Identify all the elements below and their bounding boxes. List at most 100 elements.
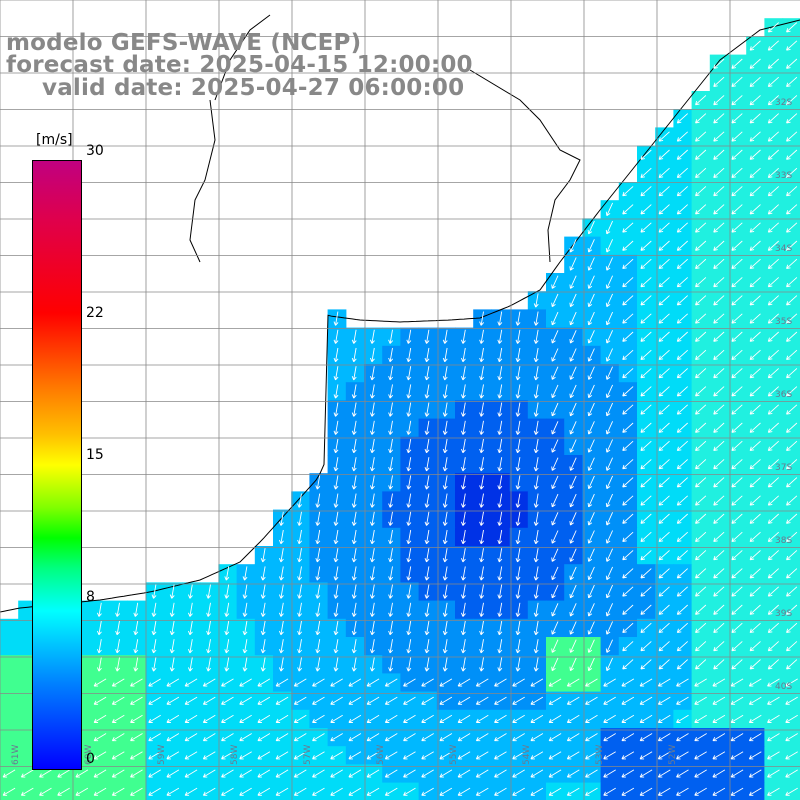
wind-arrow	[312, 714, 325, 723]
wind-arrow	[406, 438, 412, 454]
wind-arrow	[497, 511, 503, 526]
wind-arrow	[640, 513, 652, 524]
wind-arrow	[242, 566, 248, 581]
wind-arrow	[767, 769, 780, 778]
wind-arrow	[785, 696, 798, 705]
wind-arrow	[424, 620, 430, 636]
wind-arrow	[278, 602, 284, 617]
wind-arrow	[275, 678, 289, 687]
wind-arrow	[551, 657, 559, 672]
wind-arrow	[442, 584, 448, 599]
wind-arrow	[622, 186, 634, 197]
wind-arrow	[366, 696, 380, 705]
wind-arrow	[712, 714, 726, 723]
wind-arrow	[475, 696, 489, 705]
wind-arrow	[748, 678, 762, 687]
wind-arrow	[622, 295, 634, 306]
wind-arrow	[749, 95, 761, 106]
wind-arrow	[712, 733, 726, 742]
wind-arrow	[622, 513, 634, 524]
wind-arrow	[731, 131, 743, 142]
wind-arrow	[605, 621, 614, 635]
wind-arrow	[130, 678, 143, 687]
wind-arrow	[587, 530, 595, 544]
wind-arrow	[96, 657, 102, 672]
wind-arrow	[424, 639, 430, 654]
wind-arrow	[369, 529, 375, 545]
wind-arrow	[369, 639, 375, 654]
wind-arrow	[20, 787, 34, 796]
wind-arrow	[621, 769, 635, 778]
wind-arrow	[111, 678, 125, 687]
wind-arrow	[749, 386, 761, 397]
wind-arrow	[731, 531, 743, 543]
wind-arrow	[713, 295, 725, 306]
wind-arrow	[730, 714, 744, 723]
wind-arrow	[333, 493, 339, 508]
wind-arrow	[767, 513, 780, 524]
wind-arrow	[515, 402, 521, 417]
wind-arrow	[388, 475, 394, 490]
wind-arrow	[676, 604, 689, 615]
wind-arrow	[439, 696, 453, 705]
wind-arrow	[406, 384, 412, 399]
wind-arrow	[111, 787, 125, 796]
wind-arrow	[351, 420, 357, 435]
wind-arrow	[497, 384, 503, 399]
wind-arrow	[569, 566, 577, 581]
wind-arrow	[497, 566, 503, 581]
wind-arrow	[479, 584, 485, 599]
wind-arrow	[388, 347, 394, 363]
colorbar-tick-8: 8	[86, 588, 95, 605]
wind-arrow	[351, 511, 357, 526]
wind-arrow	[569, 239, 577, 253]
wind-arrow	[767, 440, 780, 452]
wind-arrow	[424, 529, 430, 545]
wind-arrow	[657, 751, 671, 760]
wind-arrow	[497, 457, 503, 472]
wind-arrow	[786, 40, 798, 51]
wind-arrow	[569, 348, 577, 362]
wind-arrow	[676, 586, 689, 597]
wind-arrow	[587, 548, 595, 562]
wind-arrow	[239, 769, 252, 778]
wind-arrow	[96, 639, 102, 654]
wind-arrow	[388, 329, 394, 344]
wind-arrow	[424, 329, 430, 344]
wind-arrow	[605, 603, 614, 617]
wind-arrow	[315, 584, 321, 599]
colorbar	[32, 160, 82, 770]
wind-arrow	[640, 313, 652, 324]
wind-arrow	[695, 222, 707, 233]
wind-arrow	[551, 512, 559, 526]
wind-arrow	[587, 439, 595, 453]
wind-arrow	[694, 787, 707, 796]
wind-arrow	[460, 347, 466, 363]
wind-arrow	[533, 384, 539, 399]
wind-arrow	[695, 95, 707, 106]
wind-arrow	[479, 366, 485, 381]
wind-arrow	[497, 602, 503, 617]
wind-arrow	[330, 733, 343, 742]
wind-arrow	[569, 475, 577, 490]
wind-arrow	[388, 511, 394, 526]
wind-arrow	[622, 313, 634, 324]
wind-arrow	[242, 620, 248, 636]
wind-arrow	[749, 313, 761, 324]
wind-arrow	[786, 258, 798, 270]
wind-arrow	[533, 293, 539, 308]
wind-arrow	[366, 751, 380, 760]
wind-arrow	[512, 678, 525, 687]
ocean-cell	[782, 782, 800, 800]
wind-arrow	[695, 513, 707, 524]
wind-arrow	[713, 240, 725, 251]
wind-arrow	[457, 769, 471, 778]
wind-arrow	[767, 459, 780, 470]
wind-arrow	[384, 678, 398, 687]
wind-arrow	[605, 220, 614, 235]
wind-arrow	[548, 733, 562, 742]
wind-arrow	[551, 384, 559, 399]
wind-arrow	[587, 293, 595, 308]
wind-arrow	[366, 733, 380, 742]
wind-arrow	[785, 769, 798, 778]
